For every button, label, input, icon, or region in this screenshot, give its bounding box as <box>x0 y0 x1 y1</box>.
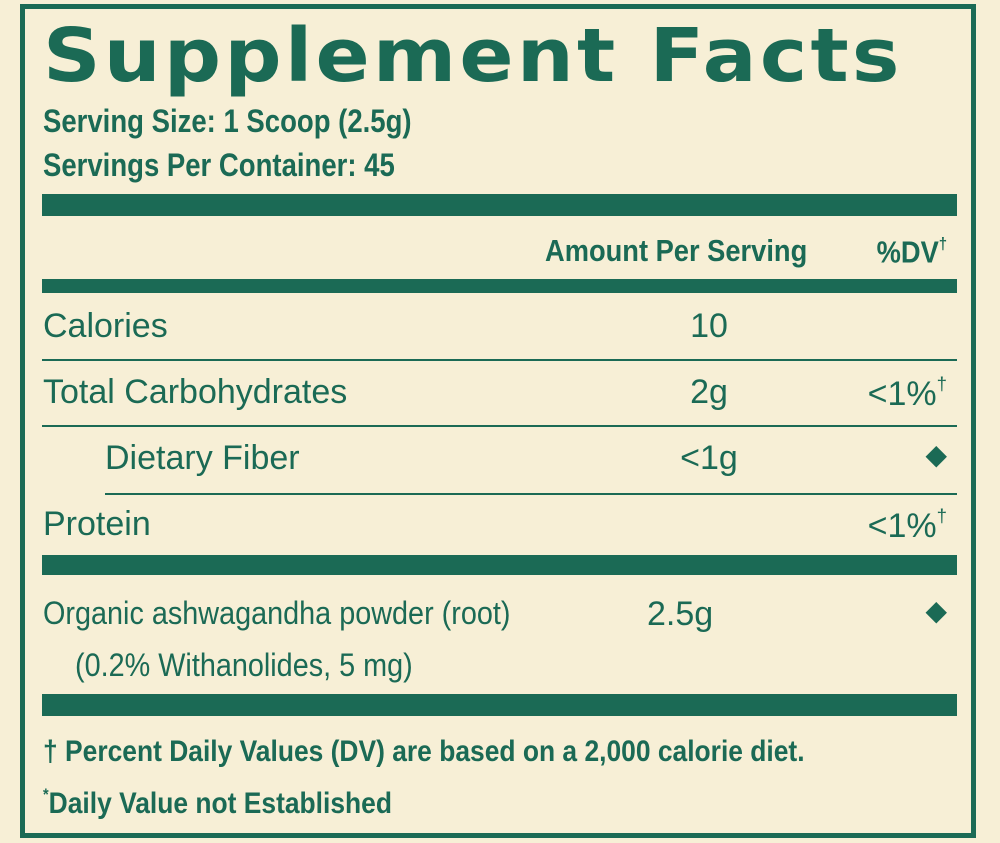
nutrient-dv: ◆ <box>925 441 947 469</box>
footnote-symbol: * <box>43 786 49 804</box>
nutrient-amount: 10 <box>690 307 728 345</box>
dv-header: %DV† <box>876 235 947 268</box>
footnote: *Daily Value not Established <box>43 787 392 819</box>
nutrient-name: Protein <box>43 505 151 543</box>
nutrient-dv: <1%† <box>867 505 947 545</box>
nutrient-amount: 2g <box>690 373 728 411</box>
nutrient-name: Total Carbohydrates <box>43 373 348 411</box>
amount-header: Amount Per Serving <box>545 233 808 268</box>
nutrient-name: Calories <box>43 307 168 345</box>
footnote-text: Percent Daily Values (DV) are based on a… <box>65 735 805 768</box>
footnote-symbol: † <box>43 735 58 768</box>
dv-mark: † <box>936 373 947 394</box>
serving-size: Serving Size: 1 Scoop (2.5g) <box>43 103 412 139</box>
footnote: † Percent Daily Values (DV) are based on… <box>43 737 805 767</box>
dv-header-text: %DV <box>876 234 939 270</box>
ingredient-dv: ◆ <box>925 595 947 626</box>
thick-rule <box>42 194 957 216</box>
nutrient-dv: <1%† <box>867 373 947 413</box>
ingredient-detail: (0.2% Withanolides, 5 mg) <box>75 647 413 683</box>
thin-rule <box>105 493 957 495</box>
dv-value: <1% <box>867 374 937 413</box>
title: Supplement Facts <box>43 13 903 99</box>
dv-value: ◆ <box>925 439 947 470</box>
supplement-facts-label: Supplement Facts Serving Size: 1 Scoop (… <box>20 4 976 838</box>
medium-rule <box>42 279 957 293</box>
dv-value: <1% <box>867 506 937 545</box>
dv-mark: † <box>936 505 947 526</box>
footnote-text: Daily Value not Established <box>48 787 392 821</box>
thick-rule <box>42 694 957 716</box>
servings-per-container: Servings Per Container: 45 <box>43 147 395 183</box>
thin-rule <box>42 425 957 427</box>
ingredient-name: Organic ashwagandha powder (root) <box>43 595 511 631</box>
thick-rule <box>42 555 957 575</box>
dv-header-mark: † <box>938 234 947 253</box>
nutrient-name: Dietary Fiber <box>105 439 300 477</box>
nutrient-amount: <1g <box>680 439 738 477</box>
ingredient-amount: 2.5g <box>647 595 714 633</box>
thin-rule <box>42 359 957 361</box>
